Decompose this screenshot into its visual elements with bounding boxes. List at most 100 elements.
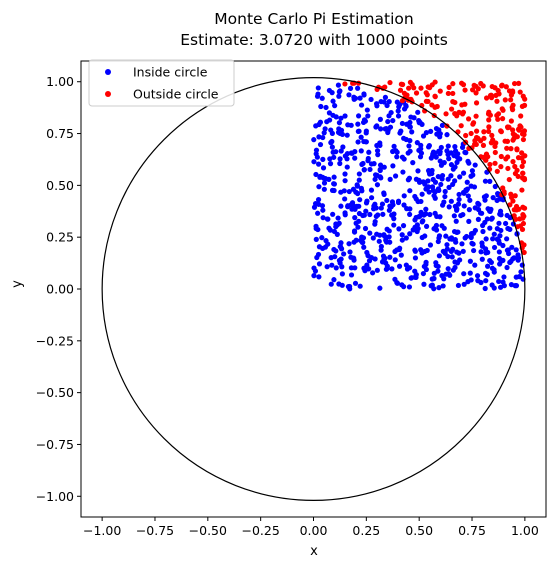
data-point-inside: [472, 262, 478, 268]
data-point-inside: [355, 121, 361, 127]
data-point-inside: [387, 176, 393, 182]
data-point-inside: [469, 168, 475, 174]
data-point-inside: [399, 237, 405, 243]
data-point-inside: [487, 208, 493, 214]
y-tick-label: −0.25: [36, 333, 74, 348]
data-point-inside: [364, 198, 370, 204]
data-point-inside: [444, 242, 450, 248]
data-point-inside: [515, 252, 521, 258]
data-point-inside: [430, 176, 436, 183]
data-point-inside: [431, 193, 437, 199]
data-point-inside: [476, 201, 482, 208]
data-point-outside: [519, 187, 525, 193]
data-point-inside: [331, 246, 337, 253]
data-point-inside: [468, 234, 474, 241]
data-point-outside: [520, 212, 526, 218]
data-point-inside: [497, 211, 503, 217]
data-point-inside: [429, 276, 435, 282]
data-point-inside: [331, 174, 337, 180]
data-point-inside: [472, 205, 478, 211]
data-point-inside: [404, 206, 410, 212]
data-point-inside: [407, 211, 413, 218]
data-point-inside: [359, 239, 365, 245]
data-point-inside: [363, 139, 369, 145]
data-point-inside: [364, 107, 370, 113]
data-point-inside: [384, 263, 390, 269]
data-point-inside: [336, 93, 342, 99]
data-point-inside: [444, 148, 450, 154]
data-point-outside: [452, 99, 458, 106]
data-point-inside: [342, 171, 348, 177]
data-point-outside: [423, 90, 429, 96]
data-point-inside: [432, 210, 438, 216]
data-point-inside: [377, 162, 384, 168]
data-point-inside: [464, 179, 470, 185]
data-point-inside: [339, 264, 345, 270]
data-point-outside: [489, 132, 495, 139]
data-point-inside: [500, 242, 506, 249]
data-point-inside: [436, 187, 442, 193]
data-point-inside: [384, 197, 390, 204]
data-point-outside: [521, 175, 528, 182]
data-point-inside: [433, 260, 439, 266]
data-point-inside: [316, 274, 322, 280]
data-point-outside: [494, 98, 500, 104]
data-point-inside: [339, 271, 345, 277]
data-point-inside: [401, 193, 407, 199]
data-point-inside: [416, 177, 422, 183]
data-point-outside: [520, 170, 526, 176]
data-point-inside: [378, 98, 384, 105]
data-point-inside: [361, 244, 367, 250]
data-point-inside: [330, 211, 336, 217]
data-point-inside: [322, 126, 328, 132]
data-point-inside: [358, 148, 364, 154]
data-point-inside: [370, 270, 376, 276]
data-point-inside: [407, 119, 413, 126]
data-point-inside: [428, 155, 434, 161]
chart-title-line2: Estimate: 3.0720 with 1000 points: [180, 31, 448, 49]
data-point-inside: [326, 176, 332, 182]
data-point-inside: [386, 207, 392, 213]
data-point-inside: [337, 160, 343, 167]
data-point-inside: [412, 247, 418, 253]
data-point-inside: [407, 231, 413, 237]
data-point-inside: [480, 222, 486, 229]
data-point-outside: [450, 81, 456, 87]
data-point-inside: [455, 282, 462, 289]
data-point-outside: [503, 84, 509, 90]
data-point-inside: [339, 131, 346, 137]
data-point-inside: [491, 231, 497, 237]
data-point-inside: [356, 113, 362, 119]
data-point-inside: [339, 282, 345, 288]
data-point-inside: [423, 259, 429, 265]
data-point-inside: [365, 113, 371, 119]
data-point-inside: [357, 95, 363, 101]
data-point-inside: [349, 200, 356, 206]
data-point-inside: [460, 211, 466, 218]
data-point-inside: [358, 102, 365, 108]
data-point-inside: [337, 156, 343, 162]
data-point-inside: [341, 251, 347, 257]
data-point-inside: [358, 134, 364, 140]
data-point-inside: [389, 212, 395, 218]
data-point-inside: [452, 144, 458, 150]
data-point-inside: [490, 236, 496, 242]
data-point-inside: [426, 143, 432, 149]
data-point-inside: [366, 258, 373, 264]
data-point-outside: [520, 136, 527, 143]
data-point-inside: [454, 207, 460, 213]
data-point-inside: [346, 92, 352, 98]
data-point-inside: [367, 230, 373, 236]
data-point-outside: [500, 185, 506, 191]
data-point-outside: [425, 98, 431, 105]
data-point-inside: [423, 206, 429, 212]
data-point-outside: [406, 85, 412, 91]
data-point-inside: [320, 156, 326, 162]
data-point-inside: [435, 173, 441, 180]
data-point-outside: [520, 215, 526, 221]
data-point-inside: [453, 218, 459, 224]
y-tick-label: 1.00: [46, 74, 74, 89]
data-point-inside: [355, 224, 361, 230]
data-point-inside: [442, 188, 448, 195]
data-point-inside: [420, 133, 427, 139]
